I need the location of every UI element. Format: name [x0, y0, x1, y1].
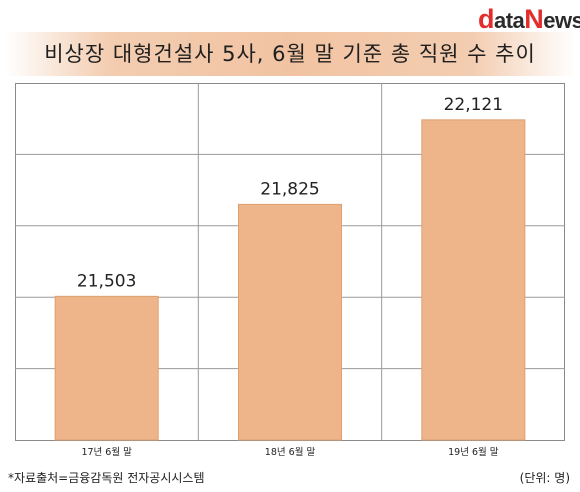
- datanews-logo: dataNews: [478, 4, 580, 34]
- category-label: 18년 6월 말: [265, 446, 316, 458]
- source-note: *자료출처=금융감독원 전자공시시스템: [8, 471, 205, 485]
- chart-title: 비상장 대형건설사 5사, 6월 말 기준 총 직원 수 추이: [44, 42, 536, 66]
- category-label: 17년 6월 말: [81, 446, 132, 458]
- logo-letter-n: N: [524, 4, 544, 34]
- data-label: 21,825: [260, 179, 319, 199]
- data-label: 22,121: [444, 95, 503, 115]
- bar: [421, 119, 526, 441]
- logo-letters-ews: ews: [543, 8, 580, 33]
- bar: [54, 295, 159, 441]
- data-label: 21,503: [77, 271, 136, 291]
- category-label: 19년 6월 말: [448, 446, 499, 458]
- title-banner: 비상장 대형건설사 5사, 6월 말 기준 총 직원 수 추이: [5, 32, 575, 76]
- logo-letter-d: d: [478, 4, 495, 34]
- bar: [238, 203, 342, 441]
- bar-chart: 21,503 17년 6월 말 21,825 18년 6월 말 22,121 19년 6월…: [15, 83, 565, 458]
- unit-note: (단위: 명): [519, 471, 570, 485]
- logo-letters-ata: ata: [494, 8, 525, 33]
